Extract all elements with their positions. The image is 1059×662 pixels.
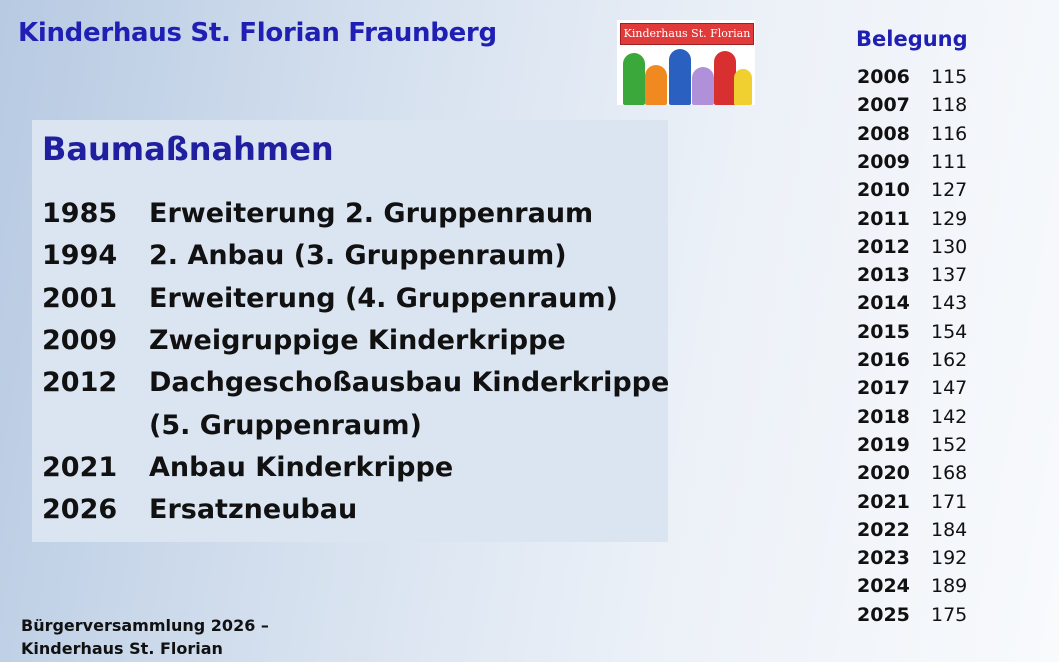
logo-child-figure <box>669 49 691 105</box>
belegung-year: 2019 <box>857 433 910 456</box>
belegung-value: 130 <box>931 235 968 258</box>
belegung-row: 2010 127 <box>857 179 967 201</box>
belegung-year: 2009 <box>857 150 910 173</box>
baumassnahme-year: 2009 <box>42 324 118 356</box>
belegung-row: 2017 147 <box>857 377 967 399</box>
belegung-row: 2024 189 <box>857 575 967 597</box>
baumassnahme-year: 2026 <box>42 494 118 526</box>
belegung-year: 2014 <box>857 292 910 315</box>
baumassnahme-text: 2. Anbau (3. Gruppenraum) <box>149 240 567 272</box>
belegung-year: 2011 <box>857 207 910 230</box>
belegung-year: 2015 <box>857 320 910 343</box>
baumassnahme-row: 1985 Erweiterung 2. Gruppenraum <box>42 198 593 229</box>
belegung-year: 2013 <box>857 264 910 287</box>
belegung-value: 111 <box>931 150 968 173</box>
baumassnahme-row: (5. Gruppenraum) <box>42 410 422 441</box>
baumassnahme-text: Erweiterung 2. Gruppenraum <box>149 198 594 229</box>
belegung-row: 2006 115 <box>857 66 967 88</box>
baumassnahme-row: 2026 Ersatzneubau <box>42 494 357 525</box>
baumassnahme-year: 2012 <box>42 367 118 399</box>
belegung-value: 154 <box>931 320 968 343</box>
belegung-year: 2017 <box>857 377 910 400</box>
belegung-value: 137 <box>931 264 968 287</box>
belegung-year: 2006 <box>857 66 910 88</box>
belegung-year: 2012 <box>857 235 910 258</box>
belegung-row: 2018 142 <box>857 406 967 428</box>
baumassnahme-row: 2021 Anbau Kinderkrippe <box>42 452 453 483</box>
belegung-year: 2021 <box>857 490 910 513</box>
belegung-year: 2007 <box>857 94 910 117</box>
belegung-year: 2018 <box>857 405 910 428</box>
belegung-value: 162 <box>931 349 968 371</box>
baumassnahmen-heading: Baumaßnahmen <box>42 130 334 168</box>
belegung-row: 2023 192 <box>857 547 967 569</box>
belegung-value: 168 <box>931 462 968 485</box>
footer-line-1: Bürgerversammlung 2026 – <box>21 616 269 635</box>
baumassnahme-row: 2009 Zweigruppige Kinderkrippe <box>42 325 566 356</box>
logo-child-figure <box>623 53 645 105</box>
belegung-row: 2008 116 <box>857 123 967 145</box>
baumassnahme-text: Zweigruppige Kinderkrippe <box>149 324 566 356</box>
logo-child-figure <box>692 67 714 105</box>
belegung-year: 2023 <box>857 547 910 570</box>
belegung-row: 2007 118 <box>857 94 967 116</box>
belegung-value: 143 <box>931 292 968 315</box>
belegung-year: 2022 <box>857 518 910 541</box>
baumassnahme-row: 2012 Dachgeschoßausbau Kinderkrippe <box>42 367 669 398</box>
baumassnahme-text: Anbau Kinderkrippe <box>149 451 454 483</box>
baumassnahme-row: 1994 2. Anbau (3. Gruppenraum) <box>42 240 567 271</box>
belegung-value: 147 <box>931 377 968 400</box>
baumassnahme-year: 2021 <box>42 451 118 483</box>
belegung-row: 2011 129 <box>857 208 967 230</box>
belegung-value: 127 <box>931 179 968 202</box>
belegung-year: 2010 <box>857 179 910 202</box>
belegung-row: 2012 130 <box>857 236 967 258</box>
belegung-year: 2024 <box>857 575 910 598</box>
belegung-value: 192 <box>931 547 968 570</box>
belegung-value: 142 <box>931 405 968 428</box>
belegung-year: 2025 <box>857 603 910 626</box>
belegung-value: 116 <box>931 122 968 145</box>
belegung-year: 2020 <box>857 462 910 485</box>
belegung-value: 175 <box>931 603 968 626</box>
belegung-heading: Belegung <box>856 27 968 51</box>
baumassnahmen-panel: Baumaßnahmen 1985 Erweiterung 2. Gruppenr… <box>32 120 669 542</box>
belegung-row: 2020 168 <box>857 462 967 484</box>
baumassnahme-text: (5. Gruppenraum) <box>149 409 422 441</box>
belegung-value: 115 <box>931 66 968 88</box>
belegung-year: 2008 <box>857 122 910 145</box>
baumassnahme-year: 2001 <box>42 282 118 314</box>
logo-banner: Kinderhaus St. Florian <box>620 23 754 45</box>
belegung-row: 2015 154 <box>857 321 967 343</box>
footer: Bürgerversammlung 2026 – Kinderhaus St. … <box>21 614 269 660</box>
belegung-value: 184 <box>931 518 968 541</box>
logo-child-figure <box>645 65 667 105</box>
belegung-row: 2022 184 <box>857 519 967 541</box>
belegung-row: 2013 137 <box>857 264 967 286</box>
kinderhaus-logo: Kinderhaus St. Florian <box>617 20 755 105</box>
baumassnahme-row: 2001 Erweiterung (4. Gruppenraum) <box>42 283 618 314</box>
belegung-value: 118 <box>931 94 968 117</box>
logo-child-figure <box>714 51 736 105</box>
belegung-row: 2021 171 <box>857 491 967 513</box>
belegung-row: 2019 152 <box>857 434 967 456</box>
baumassnahme-year: 1994 <box>42 240 118 272</box>
logo-child-figure <box>734 69 752 105</box>
belegung-value: 129 <box>931 207 968 230</box>
belegung-row: 2009 111 <box>857 151 967 173</box>
baumassnahme-text: Ersatzneubau <box>149 494 358 526</box>
baumassnahme-year: 1985 <box>42 198 118 229</box>
belegung-row: 2014 143 <box>857 292 967 314</box>
belegung-value: 189 <box>931 575 968 598</box>
belegung-value: 152 <box>931 433 968 456</box>
page-title: Kinderhaus St. Florian Fraunberg <box>18 18 497 48</box>
belegung-row: 2025 175 <box>857 604 967 626</box>
baumassnahme-text: Dachgeschoßausbau Kinderkrippe <box>149 367 670 399</box>
belegung-value: 171 <box>931 490 968 513</box>
belegung-row: 2016 162 <box>857 349 967 371</box>
footer-line-2: Kinderhaus St. Florian <box>21 639 223 658</box>
belegung-year: 2016 <box>857 349 910 371</box>
baumassnahme-text: Erweiterung (4. Gruppenraum) <box>149 282 618 314</box>
